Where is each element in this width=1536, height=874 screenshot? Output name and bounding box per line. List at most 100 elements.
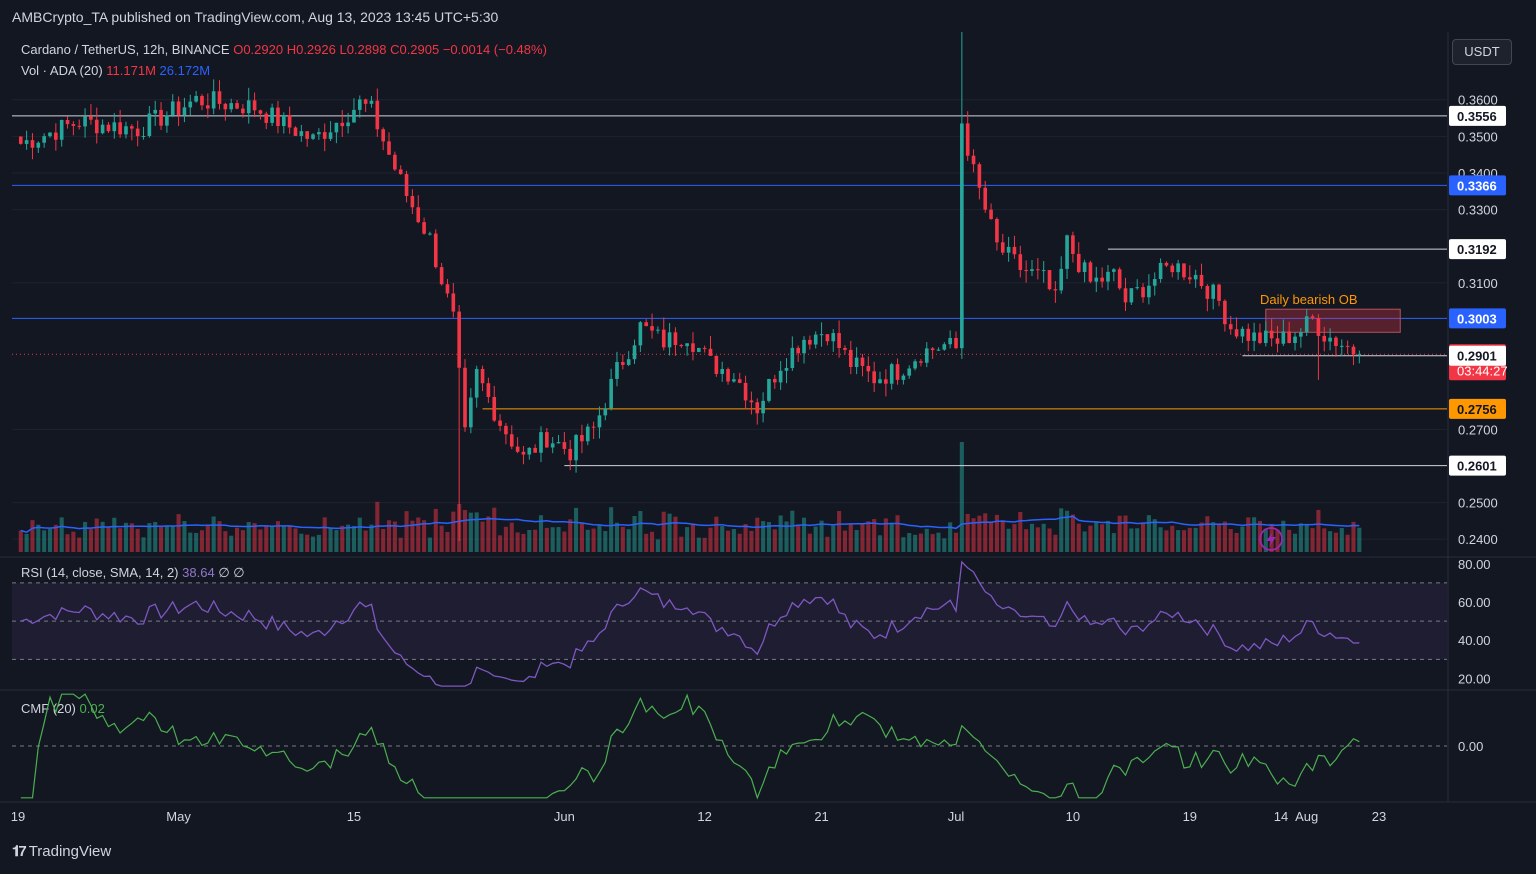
candle-body: [1012, 246, 1017, 255]
volume-bar: [568, 519, 573, 552]
candle-body: [106, 124, 111, 132]
candle-body: [1199, 274, 1204, 286]
level-badge-0.2601: [1449, 455, 1506, 476]
volume-bar: [661, 511, 666, 552]
candle-body: [825, 334, 830, 342]
level-badge-0.3003: [1449, 308, 1506, 329]
candle-body: [667, 332, 672, 348]
volume-bar: [544, 527, 549, 552]
candle-body: [59, 119, 64, 140]
candle-body: [1024, 270, 1028, 272]
volume-bar: [720, 525, 725, 552]
brand-label: TradingView: [28, 843, 112, 860]
volume-bar: [1287, 529, 1292, 552]
volume-bar: [346, 524, 351, 552]
candle-body: [697, 347, 701, 352]
volume-bar: [281, 526, 286, 552]
candle-body: [691, 343, 695, 352]
volume-bar: [334, 530, 339, 552]
volume-bar: [47, 528, 53, 552]
candle-body: [574, 435, 578, 461]
volume-bar: [1070, 514, 1075, 552]
volume-bar: [515, 532, 520, 552]
volume-label[interactable]: Vol · ADA (20): [21, 63, 103, 78]
candle-body: [1164, 262, 1169, 266]
volume-bar: [416, 517, 421, 552]
volume-bar: [1240, 526, 1245, 552]
candle-body: [1223, 300, 1227, 325]
volume-bar: [223, 531, 228, 552]
volume-bar: [77, 537, 82, 552]
time-tick-label: Aug: [1295, 809, 1318, 824]
candle-body: [223, 103, 228, 110]
volume-bar: [159, 527, 164, 552]
volume-bar: [53, 524, 58, 552]
volume-bar: [1181, 530, 1187, 552]
candle-body: [650, 326, 654, 331]
volume-bar: [1100, 524, 1105, 552]
candle-body: [971, 155, 976, 165]
candle-body: [930, 348, 935, 351]
volume-bar: [673, 516, 678, 552]
candle-body: [726, 369, 730, 382]
volume-bar: [1345, 534, 1350, 552]
candle-body: [597, 415, 602, 428]
candle-body: [831, 333, 836, 342]
rsi-legend: RSI (14, close, SMA, 14, 2) 38.64 ∅ ∅: [21, 565, 245, 581]
candle-body: [217, 91, 222, 104]
volume-bar: [907, 532, 912, 552]
rsi-tick-label: 60.00: [1458, 595, 1491, 610]
volume-bar: [299, 533, 304, 552]
candle-body: [1304, 316, 1309, 333]
candle-body: [761, 400, 765, 414]
volume-bar: [1322, 528, 1327, 552]
candle-body: [42, 136, 46, 143]
candle-body: [445, 284, 450, 294]
volume-bar: [1065, 510, 1070, 552]
volume-bar: [696, 537, 701, 552]
volume-bar: [182, 521, 187, 552]
candle-body: [942, 344, 947, 350]
level-badge-0.2756: [1449, 398, 1506, 419]
volume-bar: [287, 525, 292, 552]
candle-body: [381, 129, 385, 142]
volume-bar: [550, 527, 555, 552]
volume-bar: [1252, 517, 1257, 552]
candle-body: [328, 132, 333, 139]
candle-body: [848, 349, 853, 367]
rsi-label[interactable]: RSI (14, close, SMA, 14, 2): [21, 565, 179, 580]
volume-bar: [977, 515, 982, 552]
volume-bar: [930, 534, 935, 552]
volume-bar: [1041, 523, 1046, 552]
volume-bar: [533, 529, 538, 552]
currency-unit-button[interactable]: USDT: [1452, 39, 1512, 65]
candle-body: [790, 347, 795, 368]
volume-bar: [632, 516, 637, 552]
volume-bar: [188, 532, 193, 552]
volume-bar: [59, 517, 64, 552]
price-tick-label: 0.2400: [1458, 532, 1498, 547]
candle-body: [422, 222, 426, 234]
symbol-label[interactable]: Cardano / TetherUS, 12h, BINANCE: [21, 42, 230, 57]
volume-bar: [30, 520, 35, 552]
time-tick-label: Jun: [554, 809, 575, 824]
volume-bar: [749, 530, 754, 552]
cmf-label[interactable]: CMF (20): [21, 701, 76, 716]
volume-bar: [603, 531, 608, 552]
candle-body: [866, 365, 871, 372]
candle-body: [1053, 289, 1058, 291]
cmf-line: [20, 693, 1360, 800]
volume-bar: [708, 527, 713, 552]
tradingview-logo[interactable]: 𝟏7 TradingView: [12, 843, 111, 860]
volume-bar: [410, 520, 415, 552]
volume-bar: [796, 524, 801, 552]
volume-bar: [264, 526, 269, 552]
candle-body: [884, 379, 888, 384]
time-tick-label: 14: [1274, 809, 1288, 824]
candle-body: [661, 329, 666, 348]
candle-body: [539, 432, 543, 453]
candle-body: [948, 338, 952, 345]
candle-body: [299, 131, 304, 136]
volume-bar: [655, 539, 660, 552]
